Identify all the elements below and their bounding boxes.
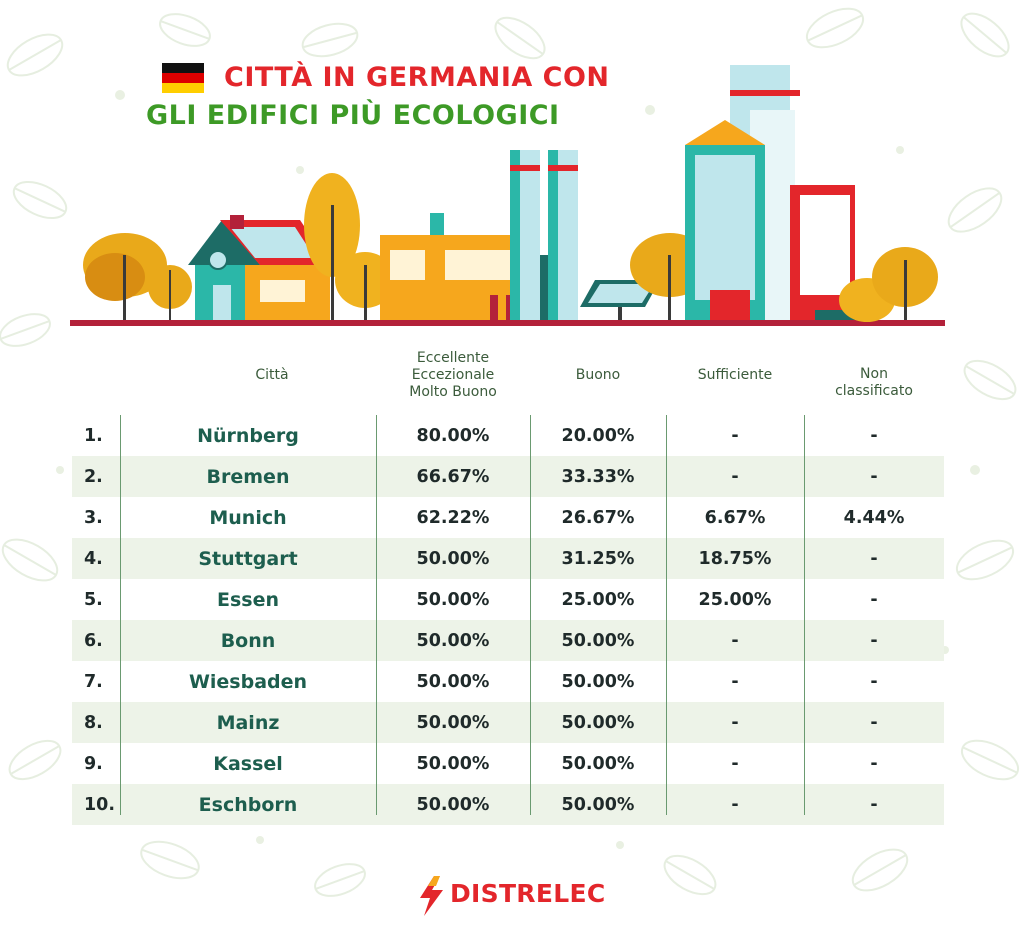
good-cell: 50.00% xyxy=(561,712,635,733)
sufficient-cell: - xyxy=(731,794,739,815)
sufficient-cell: - xyxy=(731,712,739,733)
not-classified-cell: - xyxy=(870,466,878,487)
rank-cell: 6. xyxy=(84,630,103,651)
excellent-cell: 50.00% xyxy=(416,712,490,733)
not-classified-cell: - xyxy=(870,589,878,610)
sufficient-cell: 6.67% xyxy=(704,507,766,528)
excellent-cell: 50.00% xyxy=(416,671,490,692)
germany-flag-icon xyxy=(162,63,204,93)
distrelec-logo: DISTRELEC xyxy=(414,874,614,918)
rank-cell: 4. xyxy=(84,548,103,569)
not-classified-cell: - xyxy=(870,671,878,692)
city-cell: Bremen xyxy=(206,465,290,488)
tree-icon xyxy=(148,265,192,320)
not-classified-cell: - xyxy=(870,425,878,446)
tree-icon xyxy=(872,247,938,320)
not-classified-cell: - xyxy=(870,794,878,815)
city-buildings-illustration xyxy=(70,65,945,326)
sufficient-cell: - xyxy=(731,425,739,446)
not-classified-cell: - xyxy=(870,753,878,774)
table-row: 3. Munich 62.22% 26.67% 6.67% 4.44% xyxy=(72,497,944,538)
city-cell: Bonn xyxy=(220,629,276,652)
city-cell: Munich xyxy=(209,506,287,529)
title-line-2: GLI EDIFICI PIÙ ECOLOGICI xyxy=(146,100,560,131)
rank-cell: 1. xyxy=(84,425,103,446)
sufficient-cell: - xyxy=(731,466,739,487)
column-divider xyxy=(376,415,377,815)
good-cell: 20.00% xyxy=(561,425,635,446)
ranking-table: Città Eccellente Eccezionale Molto Buono… xyxy=(72,335,944,825)
not-classified-cell: 4.44% xyxy=(843,507,905,528)
not-classified-cell: - xyxy=(870,630,878,651)
table-row: 9. Kassel 50.00% 50.00% - - xyxy=(72,743,944,784)
excellent-cell: 66.67% xyxy=(416,466,490,487)
tree-icon xyxy=(83,233,167,320)
sufficient-cell: 25.00% xyxy=(698,589,772,610)
city-cell: Nürnberg xyxy=(197,424,299,447)
header-good: Buono xyxy=(575,366,621,383)
rank-cell: 5. xyxy=(84,589,103,610)
house-icon xyxy=(188,215,330,320)
column-divider xyxy=(666,415,667,815)
city-cell: Eschborn xyxy=(198,793,298,816)
column-divider xyxy=(804,415,805,815)
good-cell: 31.25% xyxy=(561,548,635,569)
table-row: 5. Essen 50.00% 25.00% 25.00% - xyxy=(72,579,944,620)
column-divider xyxy=(530,415,531,815)
good-cell: 50.00% xyxy=(561,671,635,692)
city-cell: Wiesbaden xyxy=(188,670,308,693)
excellent-cell: 50.00% xyxy=(416,548,490,569)
city-cell: Mainz xyxy=(216,711,280,734)
header-sufficient: Sufficiente xyxy=(697,366,773,383)
header-not-classified: Non classificato xyxy=(835,366,913,399)
rank-cell: 3. xyxy=(84,507,103,528)
table-row: 2. Bremen 66.67% 33.33% - - xyxy=(72,456,944,497)
excellent-cell: 50.00% xyxy=(416,794,490,815)
excellent-cell: 80.00% xyxy=(416,425,490,446)
table-row: 10. Eschborn 50.00% 50.00% - - xyxy=(72,784,944,825)
sufficient-cell: - xyxy=(731,671,739,692)
table-row: 1. Nürnberg 80.00% 20.00% - - xyxy=(72,415,944,456)
rank-cell: 8. xyxy=(84,712,103,733)
city-cell: Essen xyxy=(216,588,279,611)
city-cell: Kassel xyxy=(213,752,283,775)
rank-cell: 7. xyxy=(84,671,103,692)
good-cell: 33.33% xyxy=(561,466,635,487)
table-row: 7. Wiesbaden 50.00% 50.00% - - xyxy=(72,661,944,702)
lightning-bolt-icon xyxy=(420,876,443,916)
ground-line xyxy=(70,320,945,326)
sufficient-cell: - xyxy=(731,753,739,774)
tree-icon xyxy=(304,173,360,320)
sufficient-cell: - xyxy=(731,630,739,651)
header-city: Città xyxy=(255,366,289,383)
header-excellent: Eccellente Eccezionale Molto Buono xyxy=(409,349,497,400)
excellent-cell: 50.00% xyxy=(416,630,490,651)
good-cell: 50.00% xyxy=(561,753,635,774)
column-divider xyxy=(120,415,121,815)
sufficient-cell: 18.75% xyxy=(698,548,772,569)
good-cell: 50.00% xyxy=(561,794,635,815)
excellent-cell: 50.00% xyxy=(416,753,490,774)
good-cell: 25.00% xyxy=(561,589,635,610)
rank-cell: 9. xyxy=(84,753,103,774)
good-cell: 26.67% xyxy=(561,507,635,528)
good-cell: 50.00% xyxy=(561,630,635,651)
table-row: 4. Stuttgart 50.00% 31.25% 18.75% - xyxy=(72,538,944,579)
skyscraper-icon xyxy=(685,65,855,320)
table-row: 8. Mainz 50.00% 50.00% - - xyxy=(72,702,944,743)
rank-cell: 2. xyxy=(84,466,103,487)
not-classified-cell: - xyxy=(870,548,878,569)
city-cell: Stuttgart xyxy=(198,547,298,570)
title-line-1: CITTÀ IN GERMANIA CON xyxy=(224,62,610,93)
factory-icon xyxy=(380,150,578,320)
logo-text: DISTRELEC xyxy=(450,879,606,908)
not-classified-cell: - xyxy=(870,712,878,733)
solar-panel-icon xyxy=(580,280,660,320)
excellent-cell: 62.22% xyxy=(416,507,490,528)
table-row: 6. Bonn 50.00% 50.00% - - xyxy=(72,620,944,661)
rank-cell: 10. xyxy=(84,794,116,815)
excellent-cell: 50.00% xyxy=(416,589,490,610)
